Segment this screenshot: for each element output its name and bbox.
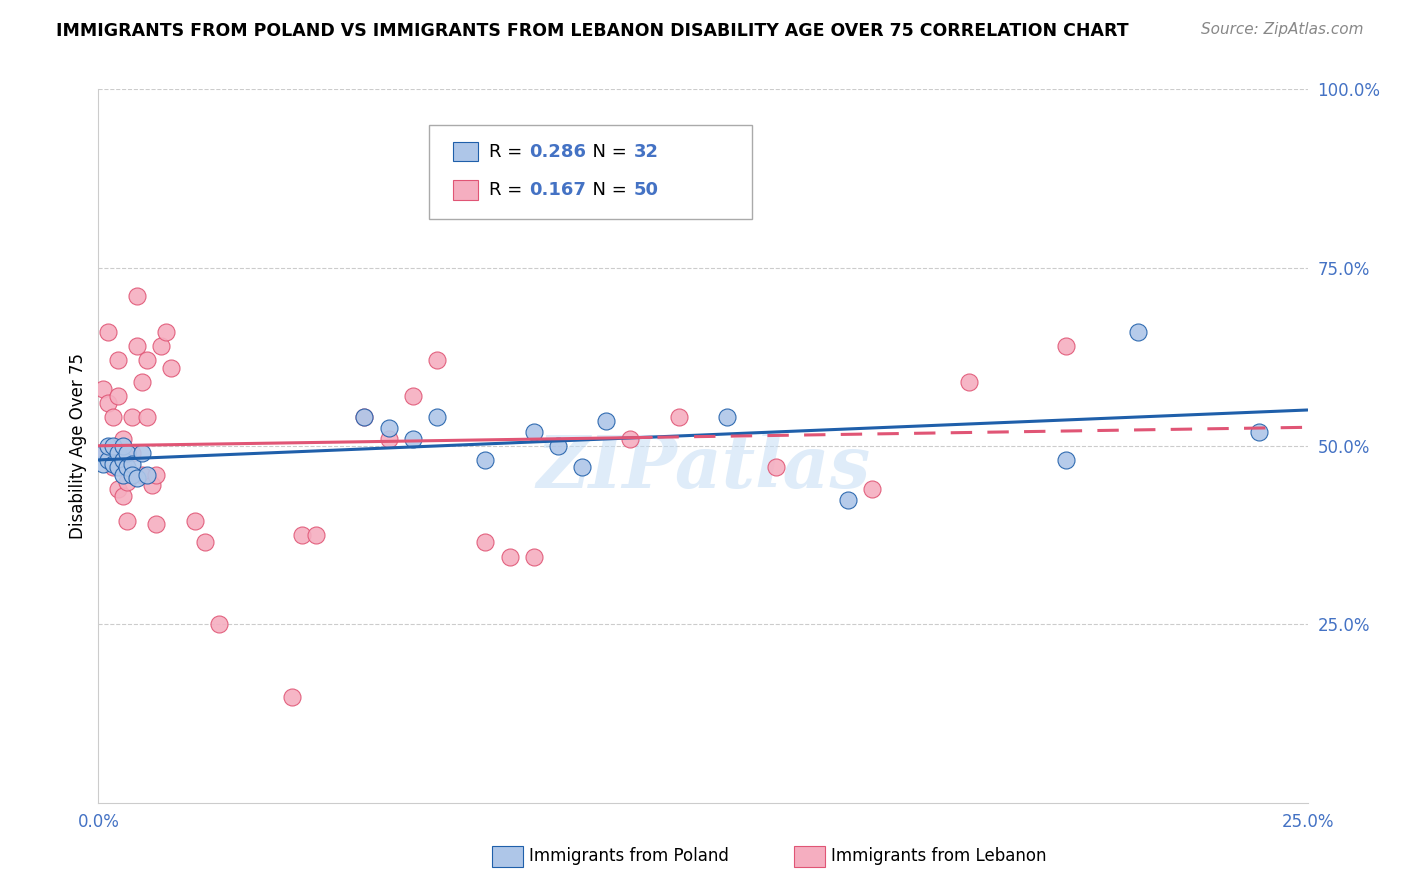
Point [135, 467, 157, 482]
Point [160, 360, 183, 375]
Point [111, 489, 134, 503]
Point [290, 528, 312, 542]
Point [145, 517, 167, 532]
Point [1054, 339, 1077, 353]
Point [184, 514, 207, 528]
Text: 32: 32 [634, 143, 659, 161]
Point [101, 460, 124, 475]
Point [426, 410, 449, 425]
Point [111, 432, 134, 446]
Point [111, 453, 134, 467]
Point [97, 325, 120, 339]
Point [121, 446, 143, 460]
Point [837, 492, 859, 507]
Point [571, 460, 593, 475]
Point [305, 528, 328, 542]
Point [498, 549, 520, 564]
Point [107, 460, 129, 475]
Point [377, 432, 399, 446]
Text: 0.167: 0.167 [529, 181, 585, 199]
Text: N =: N = [581, 143, 633, 161]
Text: R =: R = [489, 143, 529, 161]
Point [101, 442, 124, 457]
Point [91, 382, 114, 396]
Point [107, 353, 129, 368]
Point [402, 389, 425, 403]
Point [107, 446, 129, 460]
Point [135, 410, 157, 425]
Point [97, 439, 120, 453]
Point [377, 421, 399, 435]
Text: 50: 50 [634, 181, 659, 199]
Text: R =: R = [489, 181, 529, 199]
Point [619, 432, 641, 446]
Point [716, 410, 738, 425]
Point [131, 375, 153, 389]
Point [194, 535, 217, 549]
Point [91, 446, 114, 460]
Point [101, 457, 124, 471]
Text: IMMIGRANTS FROM POLAND VS IMMIGRANTS FROM LEBANON DISABILITY AGE OVER 75 CORRELA: IMMIGRANTS FROM POLAND VS IMMIGRANTS FRO… [56, 22, 1129, 40]
Point [523, 425, 546, 439]
Point [97, 453, 120, 467]
Point [402, 432, 425, 446]
Point [353, 410, 375, 425]
Point [595, 414, 617, 428]
Point [571, 186, 593, 200]
Point [127, 471, 149, 485]
Point [111, 460, 134, 475]
Point [765, 460, 787, 475]
Text: Immigrants from Lebanon: Immigrants from Lebanon [831, 847, 1046, 865]
Point [101, 439, 124, 453]
Point [957, 375, 980, 389]
Point [1054, 453, 1077, 467]
Point [208, 617, 231, 632]
Point [547, 439, 569, 453]
Point [1128, 325, 1150, 339]
Point [1249, 425, 1271, 439]
Point [474, 535, 496, 549]
Y-axis label: Disability Age Over 75: Disability Age Over 75 [69, 353, 87, 539]
Point [474, 453, 496, 467]
Text: 0.286: 0.286 [529, 143, 586, 161]
Point [111, 439, 134, 453]
Point [91, 446, 114, 460]
Point [281, 690, 304, 705]
Point [860, 482, 883, 496]
Point [101, 410, 124, 425]
Point [107, 389, 129, 403]
Point [117, 446, 139, 460]
Text: Source: ZipAtlas.com: Source: ZipAtlas.com [1201, 22, 1364, 37]
Point [353, 410, 375, 425]
Text: Immigrants from Poland: Immigrants from Poland [529, 847, 728, 865]
Point [121, 457, 143, 471]
Point [117, 475, 139, 489]
Text: N =: N = [581, 181, 633, 199]
Point [111, 467, 134, 482]
Point [135, 353, 157, 368]
Point [117, 460, 139, 475]
Point [141, 478, 163, 492]
Point [150, 339, 173, 353]
Point [131, 467, 153, 482]
Point [127, 289, 149, 303]
Point [107, 482, 129, 496]
Point [121, 410, 143, 425]
Point [145, 467, 167, 482]
Point [426, 353, 449, 368]
Point [121, 467, 143, 482]
Point [155, 325, 177, 339]
Point [523, 549, 546, 564]
Point [668, 410, 690, 425]
Point [131, 446, 153, 460]
Point [117, 514, 139, 528]
Text: ZIPatlas: ZIPatlas [536, 432, 870, 503]
Point [117, 446, 139, 460]
Point [127, 339, 149, 353]
Point [91, 457, 114, 471]
Point [97, 396, 120, 410]
